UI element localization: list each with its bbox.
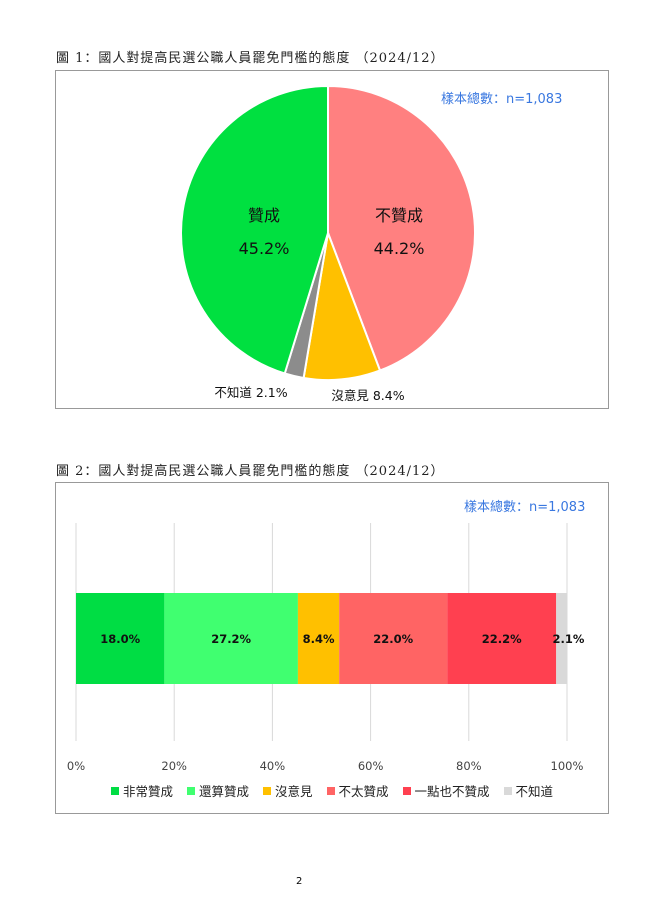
legend-swatch (262, 786, 271, 795)
bar-segment-還算贊成 (164, 593, 298, 684)
bar-segment-非常贊成 (76, 593, 165, 684)
bar-data-label: 18.0% (100, 632, 140, 646)
legend-item: 不知道 (503, 781, 554, 800)
bar-data-label: 27.2% (211, 632, 251, 646)
legend-item: 一點也不贊成 (402, 781, 490, 800)
pie-label-value: 44.2% (374, 239, 425, 258)
legend-label: 不太贊成 (338, 784, 389, 799)
pie-label-value: 45.2% (239, 239, 290, 258)
legend-label: 還算贊成 (198, 784, 249, 799)
sample-size: 樣本總數：n=1,083 (464, 500, 586, 515)
bar-data-label: 22.2% (482, 632, 522, 646)
x-tick-label: 60% (358, 759, 384, 773)
bar-segment-不知道 (556, 593, 567, 684)
pie-slice-不贊成 (327, 84, 476, 372)
x-tick-label: 20% (161, 759, 187, 773)
bar-data-label: 8.4% (303, 632, 335, 646)
legend-swatch (326, 786, 335, 795)
bar-segment-一點也不贊成 (447, 593, 557, 684)
legend-label: 不知道 (515, 784, 554, 799)
figure1-pie-chart: 樣本總數：n=1,083 不贊成 44.2% 贊成 45.2% 沒意見 8.4% 不知道 … (55, 70, 609, 409)
bar-segment-沒意見 (297, 593, 340, 684)
legend-item: 還算贊成 (186, 781, 249, 800)
pie-slice-贊成 (180, 84, 329, 375)
x-tick-label: 40% (260, 759, 286, 773)
pie-label: 沒意見 8.4% (331, 388, 404, 403)
pie-label: 不知道 2.1% (214, 385, 287, 400)
legend-swatch (503, 786, 512, 795)
sample-size: 樣本總數：n=1,083 (441, 92, 563, 107)
figure2-caption: 圖 2：國人對提高民選公職人員罷免門檻的態度 （2024/12） (56, 464, 445, 479)
legend-swatch (402, 786, 411, 795)
legend: 非常贊成 還算贊成 沒意見 不太贊成 一點也不贊成 不知道 (56, 781, 608, 800)
legend-label: 沒意見 (274, 784, 313, 799)
pie-label-name: 不贊成 (375, 206, 423, 225)
x-tick-label: 0% (67, 759, 85, 773)
figure2-bar-chart: 樣本總數：n=1,083 0% 20% 40% 60% 80% 100% 18.0% 27.2… (55, 482, 609, 814)
pie-svg: 不贊成 44.2% 贊成 45.2% 沒意見 8.4% 不知道 2.1% (180, 84, 476, 403)
legend-swatch (110, 786, 119, 795)
figure1-caption: 圖 1：國人對提高民選公職人員罷免門檻的態度 （2024/12） (56, 51, 445, 66)
pie-label-name: 贊成 (248, 206, 280, 225)
page-number: 2 (296, 876, 303, 887)
bar-segment-不太贊成 (339, 593, 448, 684)
x-tick-label: 100% (551, 759, 584, 773)
legend-swatch (186, 786, 195, 795)
bar-data-label: 22.0% (373, 632, 413, 646)
legend-label: 非常贊成 (122, 784, 173, 799)
bar-data-label: 2.1% (553, 632, 585, 646)
legend-item: 非常贊成 (110, 781, 173, 800)
legend-label: 一點也不贊成 (414, 784, 490, 799)
legend-item: 不太贊成 (326, 781, 389, 800)
x-tick-label: 80% (456, 759, 482, 773)
legend-item: 沒意見 (262, 781, 313, 800)
bar-svg: 0% 20% 40% 60% 80% 100% 18.0% 27.2% 8.4% 22.0% 22.… (67, 523, 585, 773)
